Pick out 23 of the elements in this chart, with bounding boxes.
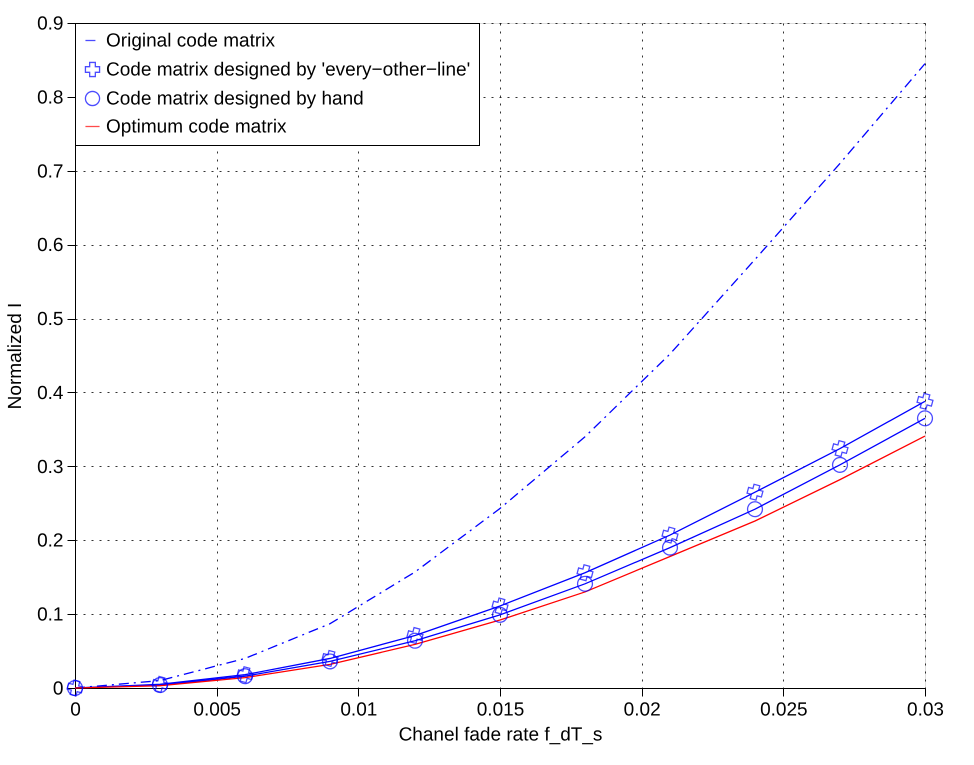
y-tick-label: 0.6 xyxy=(37,235,64,256)
y-tick-label: 0.1 xyxy=(37,604,64,626)
legend-label: Code matrix designed by hand xyxy=(106,88,364,110)
x-tick-label: 0 xyxy=(70,700,81,720)
legend-label: Optimum code matrix xyxy=(106,116,288,138)
x-tick-label: 0.025 xyxy=(760,700,808,720)
y-axis-title: Normalized I xyxy=(5,302,26,410)
y-tick-label: 0 xyxy=(52,678,64,700)
x-axis-title: Chanel fade rate f_dT_s xyxy=(398,724,602,746)
x-tick-label: 0.03 xyxy=(907,700,944,720)
legend-label: Code matrix designed by 'every−other−line' xyxy=(106,60,470,80)
y-tick-label: 0.5 xyxy=(37,309,64,330)
y-tick-label: 0.2 xyxy=(37,530,64,552)
legend-label: Original code matrix xyxy=(106,30,276,52)
x-tick-label: 0.005 xyxy=(193,700,241,720)
y-tick-label: 0.8 xyxy=(37,87,64,108)
y-tick-label: 0.4 xyxy=(37,382,64,404)
x-tick-label: 0.01 xyxy=(340,700,378,720)
y-tick-label: 0.3 xyxy=(37,456,64,478)
x-tick-label: 0.02 xyxy=(624,700,661,720)
y-tick-label: 0.9 xyxy=(37,14,64,34)
x-tick-label: 0.015 xyxy=(476,700,524,720)
y-tick-label: 0.7 xyxy=(37,161,64,182)
